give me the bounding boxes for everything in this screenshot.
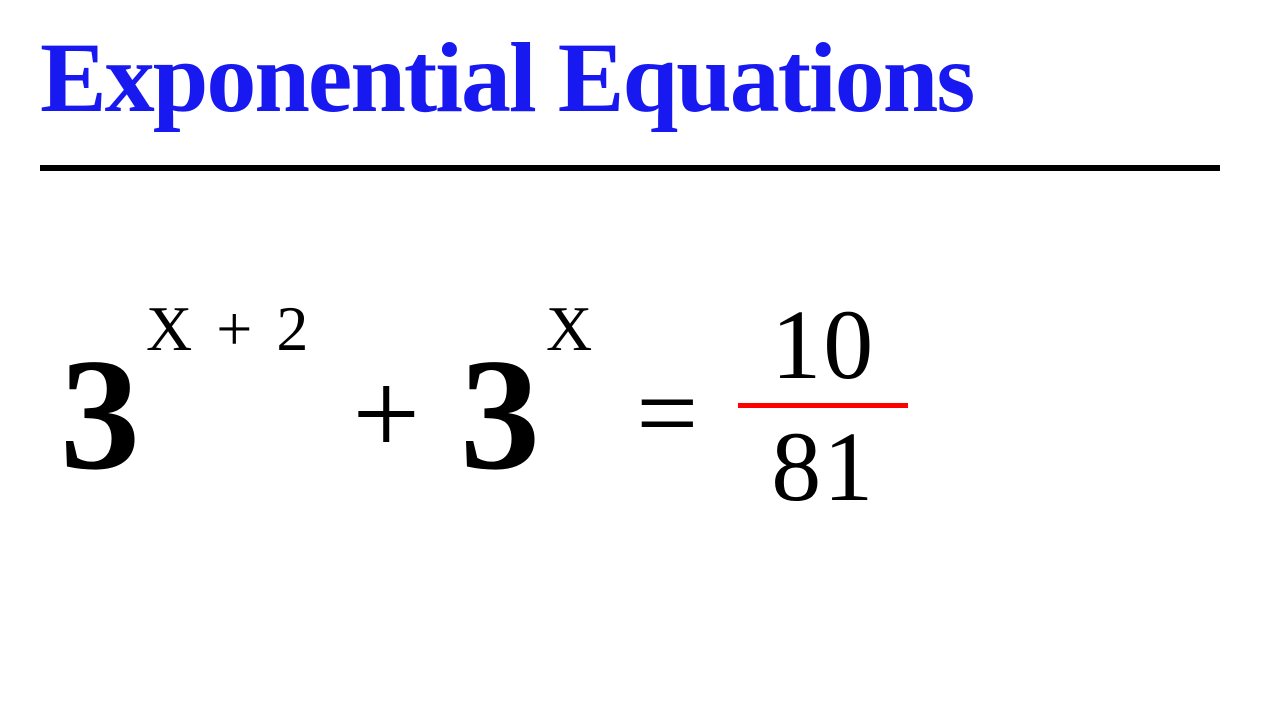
page-title: Exponential Equations xyxy=(40,20,1220,135)
term1-exponent: X + 2 xyxy=(146,292,312,366)
fraction: 10 81 xyxy=(738,292,908,519)
title-underline xyxy=(40,165,1220,171)
term1-base: 3 xyxy=(60,334,140,494)
fraction-denominator: 81 xyxy=(771,414,875,519)
equation: 3 X + 2 + 3 X = 10 81 xyxy=(60,300,908,527)
fraction-bar xyxy=(738,403,908,408)
fraction-numerator: 10 xyxy=(771,292,875,397)
equals-sign: = xyxy=(636,350,698,477)
plus-operator: + xyxy=(352,345,420,483)
term2-base: 3 xyxy=(460,334,540,494)
term2-exponent: X xyxy=(546,292,596,366)
